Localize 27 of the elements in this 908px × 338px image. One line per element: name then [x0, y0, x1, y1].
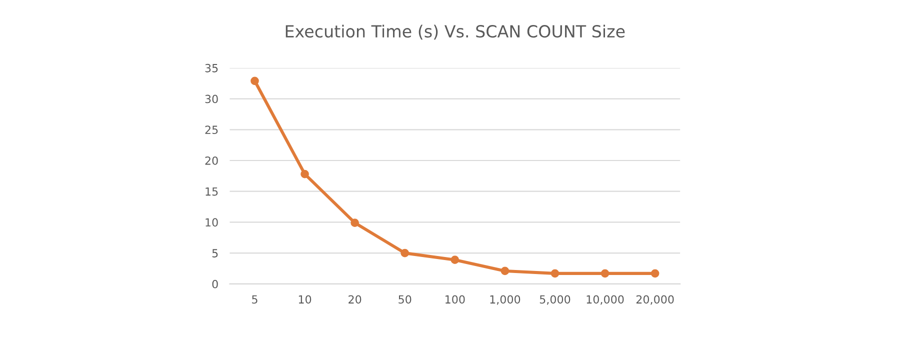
x-tick-label: 10,000 [586, 295, 624, 305]
x-tick-label: 10 [298, 295, 312, 304]
y-tick-label: 30 [205, 94, 218, 104]
x-tick-label: 5,000 [540, 295, 570, 305]
point [650, 269, 660, 278]
point [550, 269, 560, 278]
chart-title: Execution Time (s) Vs. SCAN COUNT Size [286, 24, 625, 40]
x-tick-label: 100 [446, 295, 465, 304]
point [250, 76, 259, 86]
y-tick-label: 25 [205, 126, 218, 134]
y-tick-label: 20 [205, 156, 218, 165]
x-tick-label: 50 [398, 295, 412, 304]
y-tick-label: 35 [205, 64, 218, 72]
y-tick-label: 5 [212, 249, 218, 258]
y-tick-label: 10 [206, 218, 218, 227]
point [400, 248, 410, 258]
x-tick-label: 20 [348, 295, 362, 304]
point [350, 218, 359, 227]
point [500, 266, 510, 276]
x-tick-label: 5 [252, 295, 258, 304]
x-tick-label: 1,000 [490, 295, 520, 305]
y-tick-label: 15 [206, 187, 218, 196]
x-tick-label: 20,000 [636, 295, 674, 305]
y-tick-label: 0 [212, 280, 218, 288]
point [300, 170, 309, 178]
point [600, 269, 610, 278]
point [450, 256, 460, 264]
